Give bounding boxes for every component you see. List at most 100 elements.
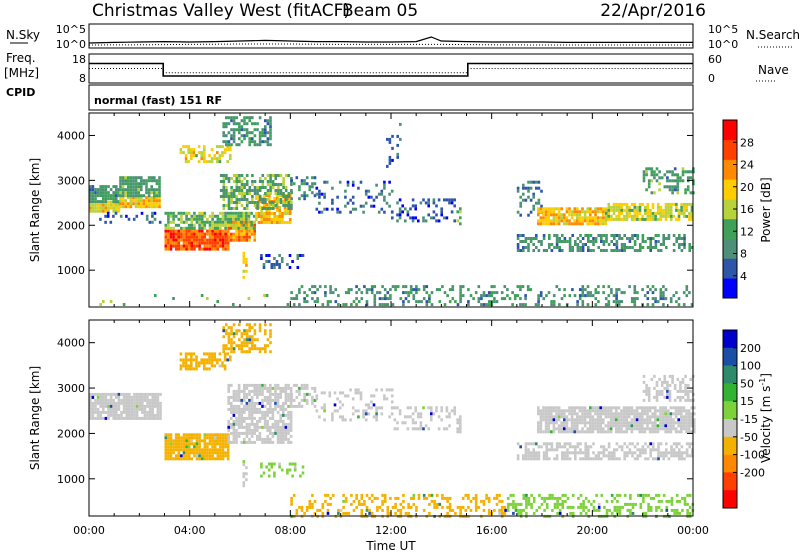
scatter-cell <box>596 207 600 211</box>
scatter-cell <box>544 415 548 419</box>
scatter-cell <box>269 425 272 429</box>
scatter-cell <box>648 427 652 431</box>
scatter-cell <box>607 457 611 461</box>
scatter-cell <box>550 445 554 449</box>
scatter-cell <box>657 249 660 252</box>
scatter-cell <box>432 198 436 202</box>
scatter-cell <box>576 210 579 214</box>
scatter-cell <box>630 418 634 422</box>
scatter-cell <box>264 192 267 195</box>
scatter-cell <box>271 183 275 186</box>
scatter-cell <box>568 445 572 449</box>
scatter-cell <box>117 188 121 192</box>
scatter-cell <box>262 471 266 475</box>
scatter-cell <box>315 192 319 196</box>
scatter-cell <box>583 424 587 428</box>
scatter-cell <box>386 291 390 295</box>
scatter-cell <box>289 440 293 444</box>
scatter-cell <box>344 195 347 199</box>
scatter-cell <box>96 203 100 207</box>
scatter-cell <box>493 496 496 500</box>
scatter-cell <box>529 457 533 461</box>
scatter-cell <box>240 350 244 354</box>
scatter-cell <box>261 207 265 210</box>
scatter-cell <box>380 192 384 196</box>
scatter-cell <box>641 288 644 292</box>
scatter-cell <box>227 195 231 198</box>
scatter-cell <box>265 203 269 206</box>
scatter-cell <box>130 413 134 417</box>
scatter-cell <box>323 192 326 196</box>
scatter-cell <box>284 198 288 201</box>
scatter-cell <box>600 445 603 449</box>
scatter-cell <box>256 186 259 189</box>
scatter-cell <box>311 176 314 180</box>
scatter-cell <box>99 188 102 192</box>
scatter-cell <box>264 198 267 201</box>
scatter-cell <box>409 505 413 509</box>
scatter-cell <box>600 237 603 240</box>
scatter-cell <box>362 409 365 413</box>
scatter-cell <box>633 412 636 416</box>
scatter-cell <box>568 243 572 246</box>
scatter-cell <box>275 206 279 209</box>
scatter-cell <box>654 418 657 422</box>
scatter-cell <box>117 416 121 420</box>
scatter-cell <box>242 481 246 485</box>
scatter-cell <box>267 474 271 478</box>
scatter-cell <box>594 207 597 211</box>
scatter-cell <box>407 291 410 295</box>
scatter-cell <box>522 240 525 243</box>
scatter-cell <box>143 392 147 396</box>
scatter-cell <box>360 511 364 515</box>
scatter-cell <box>506 294 509 298</box>
scatter-cell <box>671 188 674 192</box>
scatter-cell <box>280 468 284 472</box>
scatter-cell <box>646 412 649 416</box>
scatter-cell <box>258 347 262 351</box>
scatter-cell <box>617 406 621 410</box>
scatter-cell <box>516 243 520 246</box>
scatter-cell <box>600 240 603 243</box>
scatter-cell <box>203 160 206 164</box>
scatter-cell <box>221 361 224 365</box>
scatter-cell <box>271 434 275 438</box>
scatter-cell <box>130 395 134 399</box>
scatter-cell <box>543 508 546 512</box>
scatter-cell <box>318 201 321 205</box>
scatter-cell <box>617 217 621 221</box>
scatter-cell <box>564 499 567 503</box>
scatter-cell <box>208 433 212 437</box>
scatter-cell <box>613 457 616 461</box>
scatter-cell <box>665 442 668 446</box>
y-tick-label: 1000 <box>57 264 85 277</box>
scatter-cell <box>389 511 392 515</box>
scatter-cell <box>607 427 610 431</box>
scatter-cell <box>537 427 540 431</box>
scatter-cell <box>242 257 246 261</box>
scatter-cell <box>545 442 548 446</box>
scatter-cell <box>573 222 576 226</box>
scatter-cell <box>248 398 251 402</box>
scatter-cell <box>187 364 190 368</box>
scatter-cell <box>683 451 686 455</box>
scatter-cell <box>633 424 636 428</box>
scatter-cell <box>557 213 561 217</box>
scatter-cell <box>96 194 100 198</box>
scatter-cell <box>583 409 587 413</box>
scatter-cell <box>251 189 254 192</box>
scatter-cell <box>206 244 209 248</box>
scatter-cell <box>311 502 314 506</box>
scatter-cell <box>354 391 358 395</box>
scatter-cell <box>240 332 244 336</box>
scatter-cell <box>537 219 540 223</box>
scatter-cell <box>683 496 687 500</box>
scatter-cell <box>693 412 696 416</box>
scatter-cell <box>256 437 259 441</box>
scatter-cell <box>680 454 684 458</box>
scatter-cell <box>596 421 600 425</box>
scatter-cell <box>386 511 390 515</box>
scatter-cell <box>662 291 665 295</box>
scatter-cell <box>679 380 682 384</box>
scatter-cell <box>560 297 564 301</box>
